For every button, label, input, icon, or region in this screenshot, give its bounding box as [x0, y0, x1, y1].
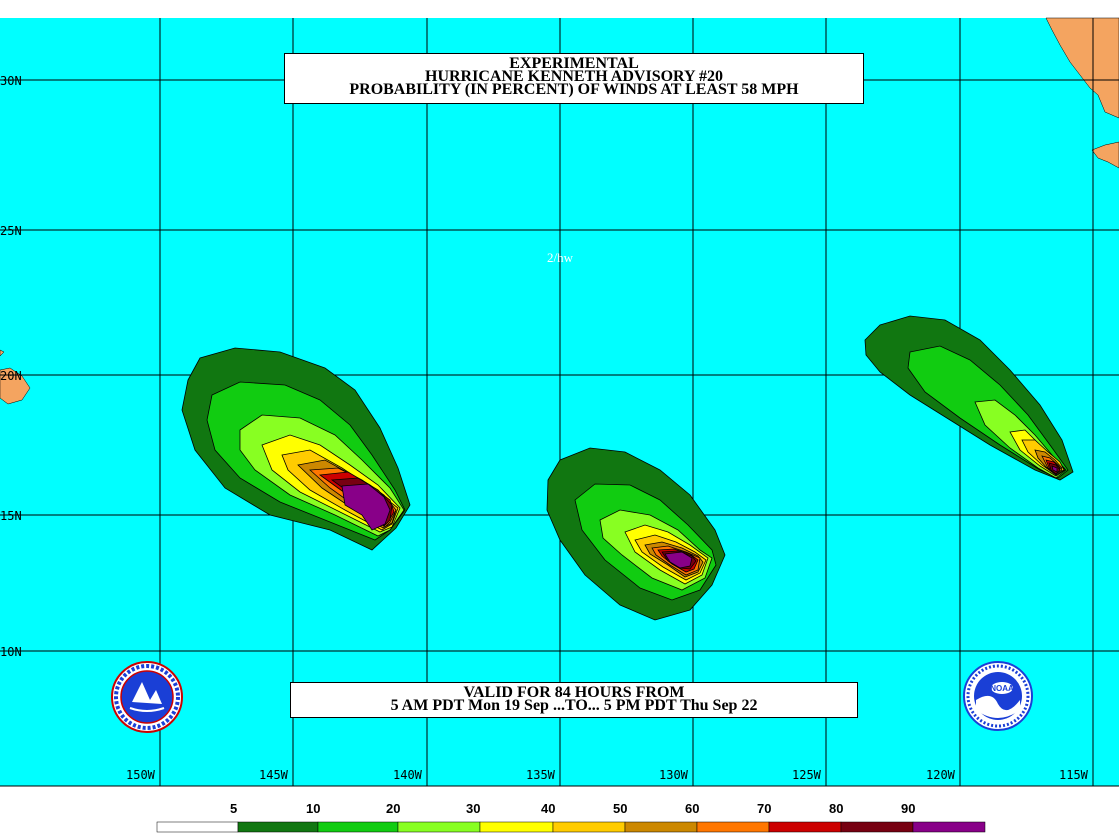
legend-swatch-4: [479, 821, 554, 833]
valid-line-2: 5 AM PDT Mon 19 Sep ...TO... 5 PM PDT Th…: [390, 697, 758, 714]
legend-label-80: 80: [829, 801, 844, 816]
title-line-3: PROBABILITY (IN PERCENT) OF WINDS AT LEA…: [349, 81, 799, 98]
nws-logo: [111, 661, 183, 733]
lat-label-10n: 10N: [0, 645, 22, 659]
noaa-logo: NOAA: [963, 661, 1033, 731]
svg-text:NOAA: NOAA: [990, 684, 1014, 693]
lon-label-120w: 120W: [926, 768, 955, 782]
legend-swatch-9: [840, 821, 914, 833]
legend-swatch-3: [397, 821, 481, 833]
legend-label-20: 20: [386, 801, 401, 816]
legend-swatch-7: [696, 821, 770, 833]
lat-label-15n: 15N: [0, 509, 22, 523]
lon-label-115w: 115W: [1059, 768, 1088, 782]
legend-swatch-6: [624, 821, 698, 833]
lon-label-145w: 145W: [259, 768, 288, 782]
legend-label-50: 50: [613, 801, 628, 816]
land: [0, 17, 1119, 405]
legend-swatch-0: [156, 821, 239, 833]
lon-label-130w: 130W: [659, 768, 688, 782]
legend-label-30: 30: [466, 801, 481, 816]
grid: [0, 18, 1119, 786]
lon-label-150w: 150W: [126, 768, 155, 782]
legend-label-40: 40: [541, 801, 556, 816]
legend-label-70: 70: [757, 801, 772, 816]
legend-swatch-1: [237, 821, 319, 833]
legend-swatch-2: [317, 821, 399, 833]
lon-label-125w: 125W: [792, 768, 821, 782]
lon-label-140w: 140W: [393, 768, 422, 782]
legend-label-10: 10: [306, 801, 321, 816]
probability-swath-east: [864, 315, 1074, 481]
legend-label-5: 5: [230, 801, 238, 816]
probability-swath-central: [546, 447, 726, 621]
lat-label-25n: 25N: [0, 224, 22, 238]
legend-swatch-5: [552, 821, 626, 833]
title-line-1: EXPERIMENTAL: [509, 55, 639, 72]
legend-swatch-8: [768, 821, 842, 833]
lat-label-30n: 30N: [0, 74, 22, 88]
legend-swatch-10: [912, 821, 986, 833]
map-tag: 2/hw: [547, 250, 573, 265]
legend-label-90: 90: [901, 801, 916, 816]
lat-label-20n: 20N: [0, 369, 22, 383]
valid-line-1: VALID FOR 84 HOURS FROM: [463, 684, 685, 701]
probability-swath-west: [181, 347, 411, 551]
legend-label-60: 60: [685, 801, 700, 816]
lon-label-135w: 135W: [526, 768, 555, 782]
map-title-box: EXPERIMENTAL HURRICANE KENNETH ADVISORY …: [284, 53, 864, 104]
title-line-2: HURRICANE KENNETH ADVISORY #20: [425, 68, 723, 85]
valid-period-box: VALID FOR 84 HOURS FROM 5 AM PDT Mon 19 …: [290, 682, 858, 718]
legend-color-bar: [156, 821, 986, 833]
